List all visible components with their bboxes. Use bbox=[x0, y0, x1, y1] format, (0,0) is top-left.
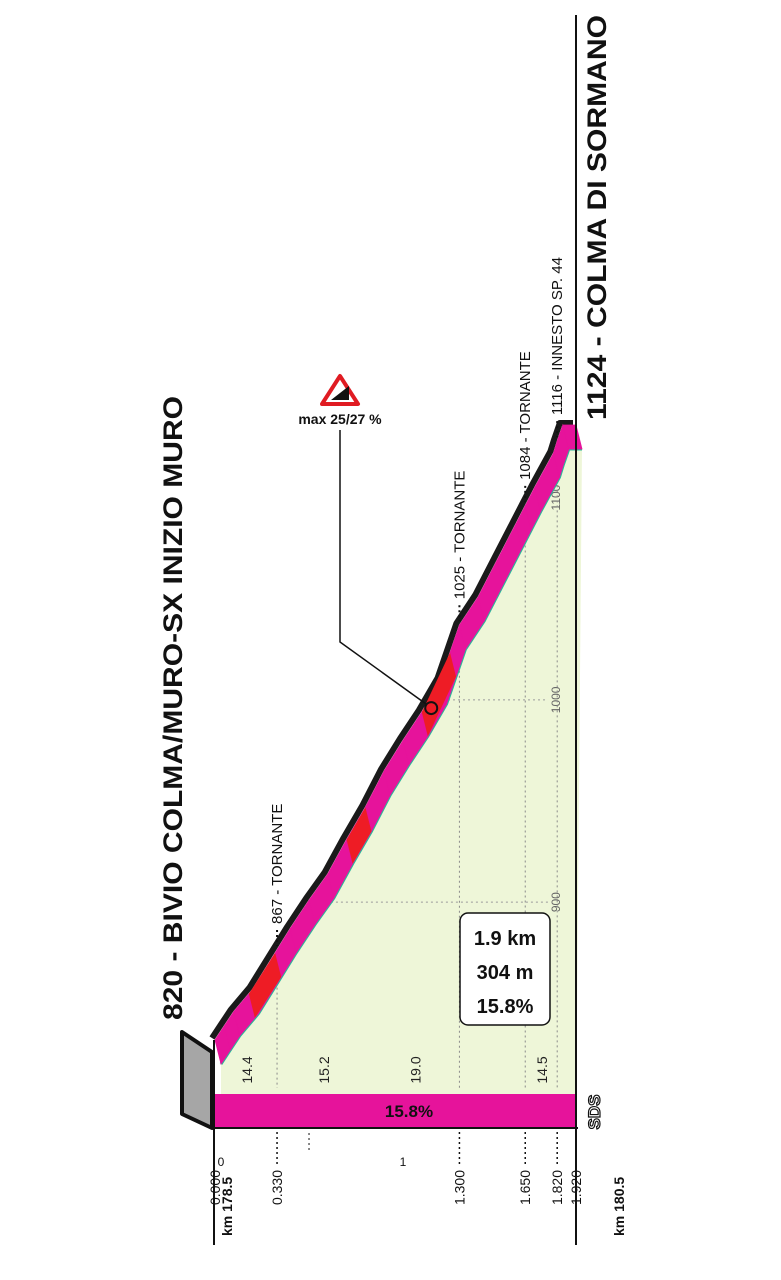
distance-tick-label: 1.920 bbox=[568, 1170, 584, 1205]
steep-segment bbox=[346, 807, 372, 864]
profile-band bbox=[214, 423, 583, 1065]
profile-segment bbox=[562, 424, 583, 450]
max-gradient-dot bbox=[424, 701, 439, 716]
finish-title: 1124 - COLMA DI SORMANO bbox=[582, 15, 612, 420]
km-tick-label: 0 bbox=[218, 1155, 225, 1169]
max-gradient-leader bbox=[339, 430, 427, 705]
steep-segment bbox=[421, 652, 457, 737]
average-gradient-bar bbox=[214, 1094, 576, 1128]
distance-guides bbox=[276, 485, 558, 1088]
max-gradient-marker: max 25/27 % bbox=[298, 374, 439, 716]
annotation-label: 1025 - TORNANTE bbox=[451, 471, 468, 600]
distance-tick-label: 0.000 bbox=[207, 1170, 223, 1205]
profile-top-outline bbox=[209, 420, 573, 1040]
summary-gradient: 15.8% bbox=[477, 996, 534, 1018]
km-tick-label: 1 bbox=[400, 1155, 407, 1169]
finish-title-group: 1124 - COLMA DI SORMANO bbox=[582, 15, 612, 420]
steep-climb-icon-inner bbox=[331, 386, 349, 400]
svg-text:SDS: SDS bbox=[585, 1095, 604, 1130]
gradient-label: 19.0 bbox=[407, 1056, 423, 1083]
start-title: 820 - BIVIO COLMA/MURO-SX INIZIO MURO bbox=[158, 396, 188, 1020]
sds-logo: SDS bbox=[584, 1094, 604, 1130]
distance-tick-label: 1.650 bbox=[517, 1170, 533, 1205]
altitude-tick-label: 900 bbox=[549, 892, 563, 912]
summary-climb: 304 m bbox=[477, 962, 534, 984]
distance-tick-label: 1.820 bbox=[549, 1170, 565, 1205]
start-title-group: 820 - BIVIO COLMA/MURO-SX INIZIO MURO bbox=[158, 396, 188, 1020]
gradient-label: 14.5 bbox=[534, 1056, 550, 1083]
km-end-label: km 180.5 bbox=[611, 1177, 627, 1236]
start-block bbox=[180, 1030, 214, 1130]
gradient-label: 14.4 bbox=[239, 1056, 255, 1083]
distance-tick-label: 1.300 bbox=[451, 1170, 467, 1205]
chart-labels: 0.000 0.330 1.300 1.650 1.820 1.920 0 1 14.4 15.2… bbox=[207, 257, 584, 1205]
km-start-label: km 178.5 bbox=[219, 1177, 235, 1236]
km-start-group: km 178.5 bbox=[219, 1177, 235, 1236]
annotation-label: 1084 - TORNANTE bbox=[517, 351, 534, 480]
km-end-group: km 180.5 bbox=[611, 1177, 627, 1236]
annotation-label: 867 - TORNANTE bbox=[269, 804, 286, 924]
gradient-label: 15.2 bbox=[316, 1056, 332, 1083]
summary-box: 1.9 km 304 m 15.8% bbox=[459, 912, 551, 1026]
steep-segment bbox=[248, 953, 282, 1018]
average-gradient-label: 15.8% bbox=[385, 1102, 433, 1121]
summary-distance: 1.9 km bbox=[474, 928, 536, 950]
max-gradient-label: max 25/27 % bbox=[298, 411, 382, 427]
distance-tick-label: 0.330 bbox=[269, 1170, 285, 1205]
profile-area bbox=[221, 449, 582, 1128]
annotation-label: 1116 - INNESTO SP. 44 bbox=[549, 257, 566, 415]
altitude-tick-label: 1000 bbox=[549, 686, 563, 713]
